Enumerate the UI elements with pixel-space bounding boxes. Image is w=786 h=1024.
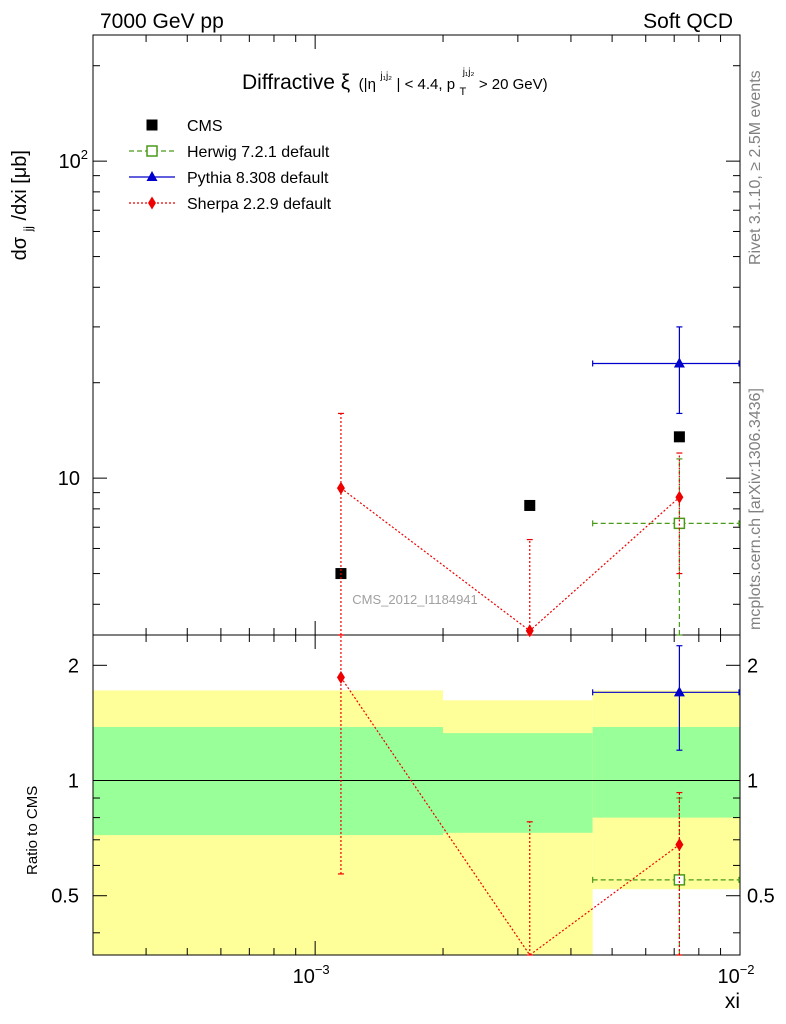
source-label: mcplots.cern.ch [arXiv:1306.3436] — [747, 388, 764, 630]
ratio-y-tick-label-left: 0.5 — [51, 886, 79, 908]
ratio-y-tick-label-right: 1 — [747, 771, 758, 793]
x-tick-label-base: 10 — [293, 966, 315, 988]
title-main: Diffractive ξ — [242, 71, 350, 94]
ratio-band-inner — [443, 733, 593, 833]
y-tick-label: 10 — [58, 468, 80, 490]
main-series-line — [340, 487, 680, 632]
legend-marker — [146, 171, 158, 181]
legend: CMS Herwig 7.2.1 default Pythia 8.308 defa… — [129, 118, 332, 213]
chart-title: Diffractive ξ (|η j₁j₂ | < 4.4, p T j₁j₂… — [242, 62, 548, 99]
y-tick-label-exp: 2 — [81, 147, 88, 162]
title-cut-pt-suffix: > 20 GeV) — [479, 76, 548, 93]
ratio-data-point — [673, 686, 685, 697]
x-axis-label: xi — [725, 990, 740, 1013]
title-cut-eta-prefix: (|η — [359, 76, 376, 93]
y-axis-label-main: dσ jj /dxi [μb] — [9, 150, 37, 260]
x-tick-label: 10−2 — [717, 962, 754, 988]
ylabel-prefix: dσ — [9, 236, 31, 260]
legend-label: Herwig 7.2.1 default — [187, 144, 330, 161]
title-cut-pt-sup: j₁j₂ — [462, 67, 475, 78]
main-data-point — [525, 624, 534, 638]
legend-label: Sherpa 2.2.9 default — [187, 196, 332, 213]
legend-marker — [146, 145, 158, 157]
ratio-band-inner — [93, 726, 444, 836]
data-marks — [335, 326, 740, 956]
ylabel-suffix: /dxi [μb] — [9, 150, 31, 220]
main-data-point — [673, 357, 685, 368]
rivet-label: Rivet 3.1.10, ≥ 2.5M events — [747, 70, 764, 265]
main-data-point — [336, 481, 345, 495]
legend-marker — [146, 119, 158, 131]
ratio-data-point — [336, 670, 345, 684]
main-data-point — [524, 499, 536, 511]
ratio-data-point — [673, 874, 686, 886]
ratio-band-inner — [592, 726, 740, 818]
legend-marker — [148, 196, 156, 210]
x-tick-label-exp: −3 — [315, 962, 330, 977]
title-cut-pt-sub: T — [460, 86, 467, 98]
axes-frames — [92, 34, 741, 956]
ratio-plot-frame — [92, 634, 741, 956]
y-tick-label-base: 10 — [59, 151, 81, 173]
y-tick-label-base: 10 — [58, 468, 80, 490]
ratio-bands — [93, 690, 740, 955]
title-cut-eta-sup: j₁j₂ — [379, 71, 392, 82]
y-axis-label-ratio: Ratio to CMS — [24, 786, 41, 875]
main-data-point — [675, 490, 684, 504]
legend-label: CMS — [187, 118, 223, 135]
ratio-data-point — [675, 838, 684, 852]
main-data-point — [673, 431, 685, 443]
ratio-y-tick-label-left: 1 — [68, 771, 79, 793]
ratio-y-tick-label-right: 2 — [747, 655, 758, 677]
x-tick-label-exp: −2 — [740, 962, 755, 977]
analysis-tag: CMS_2012_I1184941 — [352, 592, 478, 607]
title-cut-eta-suffix: | < 4.4, p — [397, 76, 456, 93]
x-tick-label-base: 10 — [717, 966, 739, 988]
ratio-y-tick-label-left: 2 — [68, 655, 79, 677]
x-tick-label: 10−3 — [293, 962, 330, 988]
header-left: 7000 GeV pp — [100, 10, 224, 33]
header-right: Soft QCD — [643, 10, 733, 33]
ylabel-sub: jj — [21, 226, 35, 232]
y-tick-label: 102 — [59, 147, 88, 173]
legend-label: Pythia 8.308 default — [187, 170, 329, 187]
ratio-y-tick-label-right: 0.5 — [747, 886, 775, 908]
